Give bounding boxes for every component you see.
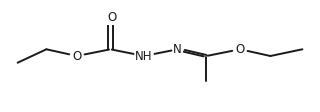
- Text: O: O: [72, 50, 81, 62]
- Text: N: N: [173, 43, 182, 56]
- Text: NH: NH: [135, 50, 153, 62]
- Text: O: O: [236, 43, 244, 56]
- Text: O: O: [108, 11, 116, 24]
